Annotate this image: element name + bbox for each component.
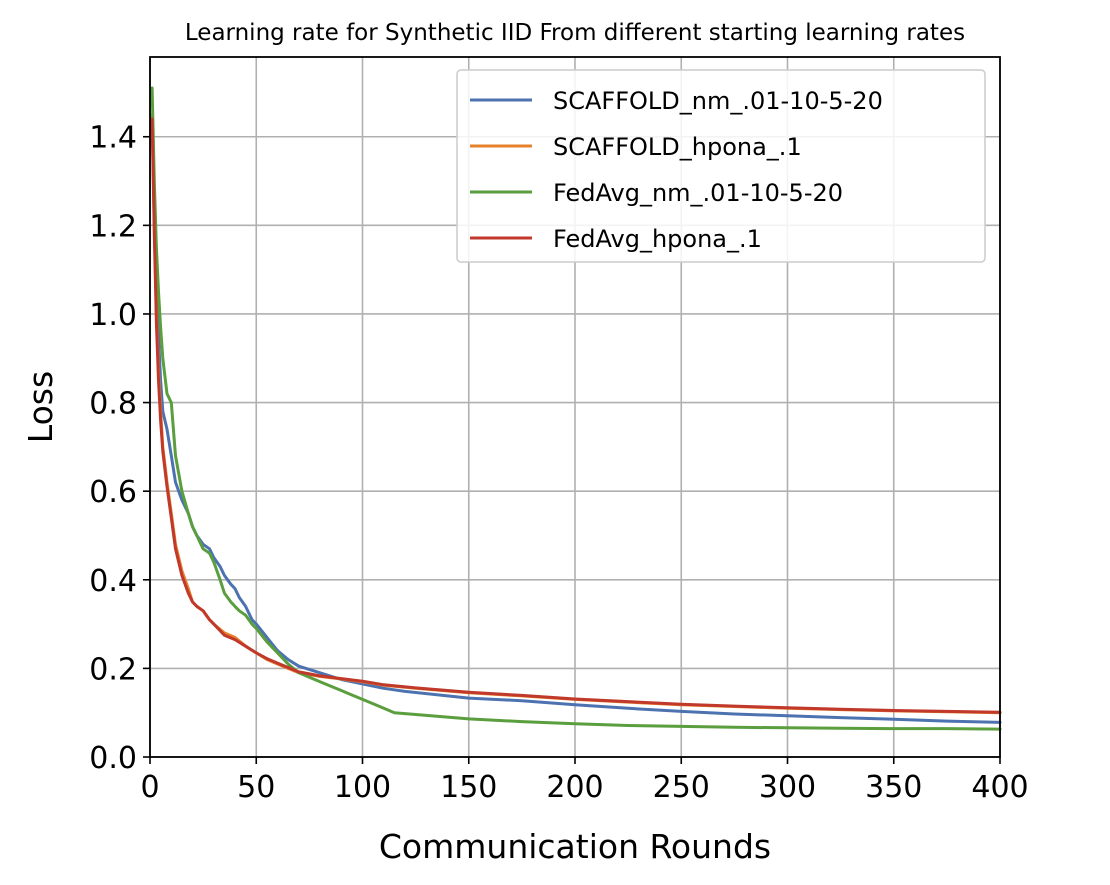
- y-tick-label: 1.4: [89, 121, 137, 156]
- axis-ticks: 0 50 100 150 200 250 300 350 400 0.0 0.2 0.4 0.6 0.8 1…: [89, 121, 1028, 805]
- legend: SCAFFOLD_nm_.01-10-5-20 SCAFFOLD_hpona_.1…: [456, 69, 986, 263]
- x-tick-label: 300: [759, 770, 816, 805]
- y-tick-label: 1.2: [89, 209, 137, 244]
- x-tick-label: 400: [971, 770, 1028, 805]
- series-lines: [150, 86, 1002, 731]
- chart-title: Learning rate for Synthetic IID From dif…: [185, 20, 965, 46]
- legend-label-4: FedAvg_hpona_.1: [553, 225, 762, 253]
- x-tick-label: 50: [237, 770, 275, 805]
- x-tick-label: 250: [653, 770, 710, 805]
- legend-label-3: FedAvg_nm_.01-10-5-20: [553, 179, 843, 207]
- series-line-3: [150, 86, 1002, 731]
- y-tick-label: 1.0: [89, 298, 137, 333]
- y-tick-label: 0.8: [89, 387, 137, 422]
- plot-frame: [149, 56, 1001, 758]
- x-tick-label: 150: [440, 770, 497, 805]
- x-tick-label: 200: [546, 770, 603, 805]
- x-axis-label: Communication Rounds: [379, 827, 771, 866]
- series-line-4: [150, 117, 1002, 714]
- x-tick-label: 0: [140, 770, 159, 805]
- legend-box: [456, 69, 986, 263]
- legend-label-1: SCAFFOLD_nm_.01-10-5-20: [553, 87, 883, 115]
- x-tick-label: 100: [334, 770, 391, 805]
- y-tick-label: 0.6: [89, 475, 137, 510]
- y-tick-label: 0.2: [89, 652, 137, 687]
- y-axis-label: Loss: [21, 371, 60, 443]
- series-line-1: [150, 117, 1002, 724]
- x-tick-label: 350: [865, 770, 922, 805]
- legend-label-2: SCAFFOLD_hpona_.1: [553, 133, 802, 161]
- y-tick-label: 0.0: [89, 741, 137, 776]
- y-tick-label: 0.4: [89, 564, 137, 599]
